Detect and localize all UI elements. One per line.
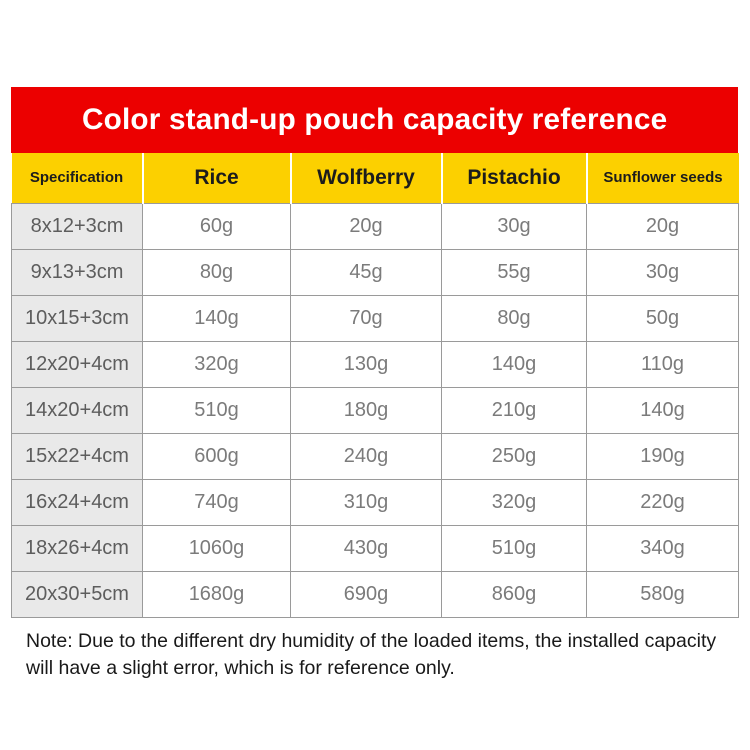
cell-rice: 1680g bbox=[142, 570, 291, 618]
table-header-row: Specification Rice Wolfberry Pistachio S… bbox=[11, 153, 739, 203]
table-row: 8x12+3cm 60g 20g 30g 20g bbox=[11, 202, 739, 250]
cell-wolfberry: 430g bbox=[290, 524, 442, 572]
cell-specification: 20x30+5cm bbox=[11, 570, 143, 618]
cell-rice: 320g bbox=[142, 340, 291, 388]
cell-specification: 16x24+4cm bbox=[11, 478, 143, 526]
column-header-rice: Rice bbox=[142, 153, 292, 203]
cell-wolfberry: 70g bbox=[290, 294, 442, 342]
cell-sunflower: 50g bbox=[586, 294, 739, 342]
cell-sunflower: 110g bbox=[586, 340, 739, 388]
cell-wolfberry: 690g bbox=[290, 570, 442, 618]
cell-pistachio: 510g bbox=[441, 524, 587, 572]
cell-specification: 15x22+4cm bbox=[11, 432, 143, 480]
table-row: 9x13+3cm 80g 45g 55g 30g bbox=[11, 248, 739, 296]
cell-specification: 9x13+3cm bbox=[11, 248, 143, 296]
page-title: Color stand-up pouch capacity reference bbox=[81, 103, 668, 136]
cell-rice: 1060g bbox=[142, 524, 291, 572]
cell-pistachio: 55g bbox=[441, 248, 587, 296]
capacity-table: Specification Rice Wolfberry Pistachio S… bbox=[11, 153, 739, 618]
cell-sunflower: 340g bbox=[586, 524, 739, 572]
column-header-wolfberry: Wolfberry bbox=[290, 153, 443, 203]
cell-specification: 10x15+3cm bbox=[11, 294, 143, 342]
cell-wolfberry: 180g bbox=[290, 386, 442, 434]
cell-specification: 12x20+4cm bbox=[11, 340, 143, 388]
title-banner: Color stand-up pouch capacity reference bbox=[11, 87, 738, 153]
cell-specification: 14x20+4cm bbox=[11, 386, 143, 434]
cell-pistachio: 250g bbox=[441, 432, 587, 480]
table-body: 8x12+3cm 60g 20g 30g 20g 9x13+3cm 80g 45… bbox=[11, 202, 739, 618]
cell-sunflower: 30g bbox=[586, 248, 739, 296]
table-row: 14x20+4cm 510g 180g 210g 140g bbox=[11, 386, 739, 434]
cell-sunflower: 220g bbox=[586, 478, 739, 526]
cell-rice: 140g bbox=[142, 294, 291, 342]
table-row: 16x24+4cm 740g 310g 320g 220g bbox=[11, 478, 739, 526]
table-row: 10x15+3cm 140g 70g 80g 50g bbox=[11, 294, 739, 342]
cell-pistachio: 860g bbox=[441, 570, 587, 618]
cell-rice: 740g bbox=[142, 478, 291, 526]
cell-specification: 8x12+3cm bbox=[11, 202, 143, 250]
cell-pistachio: 30g bbox=[441, 202, 587, 250]
cell-pistachio: 80g bbox=[441, 294, 587, 342]
cell-pistachio: 320g bbox=[441, 478, 587, 526]
cell-specification: 18x26+4cm bbox=[11, 524, 143, 572]
cell-rice: 80g bbox=[142, 248, 291, 296]
table-row: 18x26+4cm 1060g 430g 510g 340g bbox=[11, 524, 739, 572]
table-row: 15x22+4cm 600g 240g 250g 190g bbox=[11, 432, 739, 480]
column-header-pistachio: Pistachio bbox=[441, 153, 588, 203]
table-row: 20x30+5cm 1680g 690g 860g 580g bbox=[11, 570, 739, 618]
cell-wolfberry: 310g bbox=[290, 478, 442, 526]
cell-wolfberry: 20g bbox=[290, 202, 442, 250]
footnote: Note: Due to the different dry humidity … bbox=[26, 630, 717, 679]
table-row: 12x20+4cm 320g 130g 140g 110g bbox=[11, 340, 739, 388]
cell-wolfberry: 240g bbox=[290, 432, 442, 480]
cell-sunflower: 190g bbox=[586, 432, 739, 480]
cell-wolfberry: 45g bbox=[290, 248, 442, 296]
cell-pistachio: 140g bbox=[441, 340, 587, 388]
table-header: Specification Rice Wolfberry Pistachio S… bbox=[11, 153, 739, 203]
cell-wolfberry: 130g bbox=[290, 340, 442, 388]
cell-rice: 510g bbox=[142, 386, 291, 434]
cell-rice: 600g bbox=[142, 432, 291, 480]
column-header-specification: Specification bbox=[11, 153, 144, 203]
cell-rice: 60g bbox=[142, 202, 291, 250]
cell-sunflower: 140g bbox=[586, 386, 739, 434]
cell-pistachio: 210g bbox=[441, 386, 587, 434]
cell-sunflower: 580g bbox=[586, 570, 739, 618]
column-header-sunflower-seeds: Sunflower seeds bbox=[586, 153, 739, 203]
cell-sunflower: 20g bbox=[586, 202, 739, 250]
